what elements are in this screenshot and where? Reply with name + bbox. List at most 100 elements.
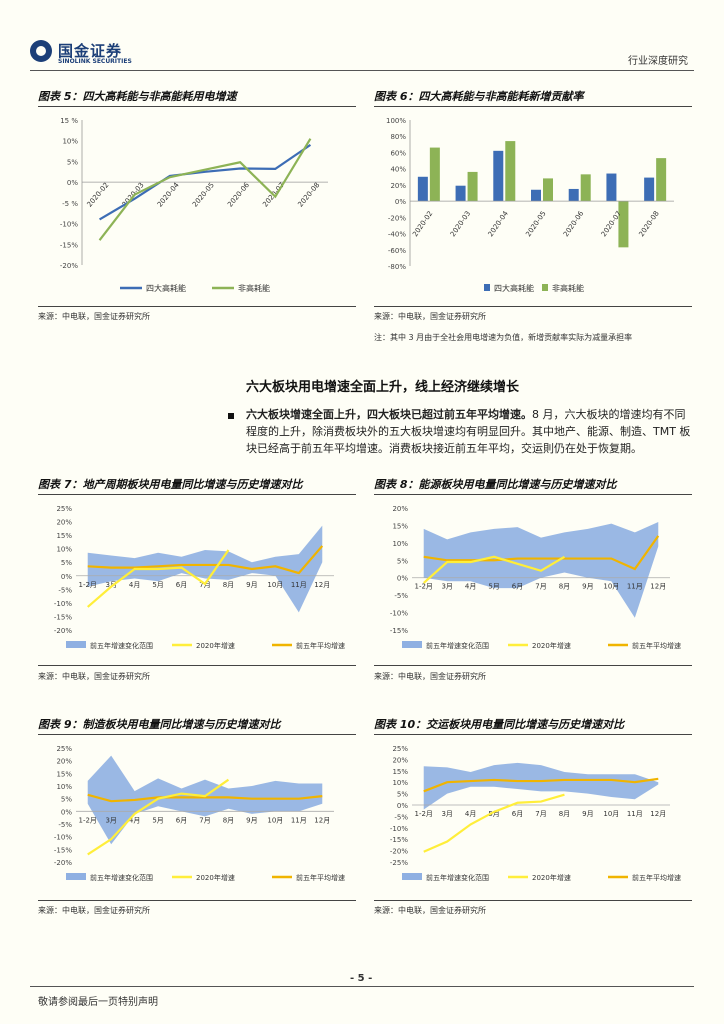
fig7-ytick-label: -15% <box>54 613 72 621</box>
fig9-xtick-label: 6月 <box>176 816 187 824</box>
fig10-ytick-label: -25% <box>390 859 408 867</box>
fig5-ytick-label: 15 % <box>60 117 78 125</box>
fig5-xtick-label: 2020-02 <box>86 181 111 209</box>
fig6-bar-non-high-energy <box>580 174 591 202</box>
fig5-xtick-label: 2020-06 <box>226 181 251 209</box>
fig10-ytick-label: 20% <box>392 756 408 764</box>
fig10-2020-line <box>423 793 565 853</box>
fig6-ytick-label: -80% <box>388 263 406 271</box>
fig5-legend-label: 四大高耗能 <box>146 283 186 293</box>
fig5-source: 来源：中电联，国金证券研究所 <box>38 312 150 321</box>
fig10-xtick-label: 8月 <box>559 810 570 818</box>
fig10-xtick-label: 5月 <box>488 810 499 818</box>
fig10-range-band <box>423 762 659 810</box>
fig5-ytick-label: 0% <box>67 179 78 187</box>
fig9-ytick-label: 0% <box>61 808 72 816</box>
fig10-legend-label: 前五年增速变化范围 <box>426 873 489 882</box>
report-category: 行业深度研究 <box>628 56 688 67</box>
fig9-xtick-label: 3月 <box>105 816 116 824</box>
fig9-ytick-label: -20% <box>54 859 72 867</box>
fig6-bar-high-energy <box>568 188 579 202</box>
fig9-ytick-label: 5% <box>61 796 72 804</box>
fig8-ytick-label: 10% <box>392 540 408 548</box>
fig10-legend-swatch-band <box>402 873 422 880</box>
fig6-bar-non-high-energy <box>656 158 667 202</box>
fig9-ytick-label: -15% <box>54 846 72 854</box>
fig7-ytick-label: 5% <box>61 559 72 567</box>
header-divider <box>30 70 694 71</box>
fig7-xtick-label: 8月 <box>223 581 234 589</box>
fig6-bar-high-energy <box>455 185 466 202</box>
fig7-ytick-label: -20% <box>54 627 72 635</box>
fig7-ytick-label: 15% <box>56 532 72 540</box>
fig6-ytick-label: 80% <box>390 133 406 141</box>
fig8-ytick-label: 15% <box>392 522 408 530</box>
fig9-xtick-label: 7月 <box>199 816 210 824</box>
fig9-chart: 25% 20% 15% 10% 5% 0% -5% -10% -15% -20% 1-2月 3月 4月 5… <box>54 745 345 882</box>
fig5-bottom-line <box>38 306 356 307</box>
fig8-ytick-label: 5% <box>397 557 408 565</box>
fig7-source: 来源：中电联，国金证券研究所 <box>38 672 150 681</box>
fig6-bar-non-high-energy <box>505 141 516 202</box>
fig9-xtick-label: 12月 <box>314 816 330 824</box>
fig9-ytick-label: -10% <box>54 834 72 842</box>
fig8-xtick-label: 8月 <box>559 583 570 591</box>
fig9-xtick-label: 8月 <box>223 816 234 824</box>
fig8-chart: 20% 15% 10% 5% 0% -5% -10% -15% 1-2月 3月 4月 5月 6月 7月 8月… <box>390 505 681 650</box>
fig6-ytick-label: 40% <box>390 166 406 174</box>
fig8-ytick-label: -15% <box>390 627 408 635</box>
fig9-title-underline <box>38 734 356 735</box>
fig7-xtick-label: 12月 <box>314 581 330 589</box>
fig10-bottom-line <box>374 900 692 901</box>
fig8-ytick-label: 20% <box>392 505 408 513</box>
company-logo-icon <box>30 40 52 62</box>
fig6-ytick-label: 0% <box>395 198 406 206</box>
fig10-ytick-label: -15% <box>390 836 408 844</box>
fig5-series-line-non-high-energy <box>98 138 312 241</box>
fig5-ytick-label: 5% <box>67 158 78 166</box>
fig9-title: 图表 9：制造板块用电量同比增速与历史增速对比 <box>38 718 281 731</box>
fig6-bar-non-high-energy <box>618 201 629 248</box>
fig10-xtick-label: 1-2月 <box>415 810 433 818</box>
fig8-legend-label: 前五年增速变化范围 <box>426 641 489 650</box>
fig10-ytick-label: 10% <box>392 779 408 787</box>
section-heading: 六大板块用电增速全面上升，线上经济继续增长 <box>246 380 520 395</box>
fig8-legend-label: 前五年平均增速 <box>632 641 681 650</box>
fig10-xtick-label: 11月 <box>627 810 643 818</box>
fig9-xtick-label: 1-2月 <box>79 816 97 824</box>
fig9-ytick-label: 15% <box>56 770 72 778</box>
fig10-ytick-label: 25% <box>392 745 408 753</box>
fig7-chart: 25% 20% 15% 10% 5% 0% -5% -10% -15% -20% 1-2月 3月 4月 5… <box>54 505 345 650</box>
fig8-avg-line <box>423 535 660 571</box>
fig6-xtick-label: 2020-04 <box>487 209 511 238</box>
fig7-xtick-label: 11月 <box>291 581 307 589</box>
fig10-ytick-label: -5% <box>394 813 408 821</box>
fig8-ytick-label: -5% <box>394 592 408 600</box>
fig7-ytick-label: 10% <box>56 546 72 554</box>
fig7-legend-swatch-band <box>66 641 86 648</box>
fig6-xtick-label: 2020-03 <box>449 210 472 239</box>
fig7-ytick-label: 25% <box>56 505 72 513</box>
fig9-avg-line <box>87 793 323 803</box>
fig7-legend-label: 前五年平均增速 <box>296 641 345 650</box>
fig8-title-underline <box>374 494 692 495</box>
bullet-square-icon <box>228 413 234 419</box>
fig6-bar-high-energy <box>644 177 655 202</box>
fig7-ytick-label: 20% <box>56 519 72 527</box>
fig9-bottom-line <box>38 900 356 901</box>
fig6-note: 注：其中 3 月由于全社会用电增速为负值，新增贡献率实际为减量承担率 <box>374 333 633 342</box>
fig6-ytick-label: 100% <box>386 117 406 125</box>
logo-english-text: SINOLINK SECURITIES <box>58 58 132 65</box>
fig7-xtick-label: 4月 <box>129 581 140 589</box>
fig8-xtick-label: 12月 <box>650 583 666 591</box>
fig10-xtick-label: 12月 <box>650 810 666 818</box>
fig7-2020-line <box>87 549 230 608</box>
fig10-ytick-label: -10% <box>390 825 408 833</box>
fig8-xtick-label: 4月 <box>465 583 476 591</box>
fig7-xtick-label: 6月 <box>176 581 187 589</box>
fig10-legend-label: 2020年增速 <box>532 873 571 882</box>
fig7-xtick-label: 1-2月 <box>79 581 97 589</box>
paragraph-bold-lead: 六大板块增速全面上升，四大板块已超过前五年平均增速。 <box>246 408 532 421</box>
fig8-xtick-label: 11月 <box>627 583 643 591</box>
fig8-xtick-label: 5月 <box>488 583 499 591</box>
